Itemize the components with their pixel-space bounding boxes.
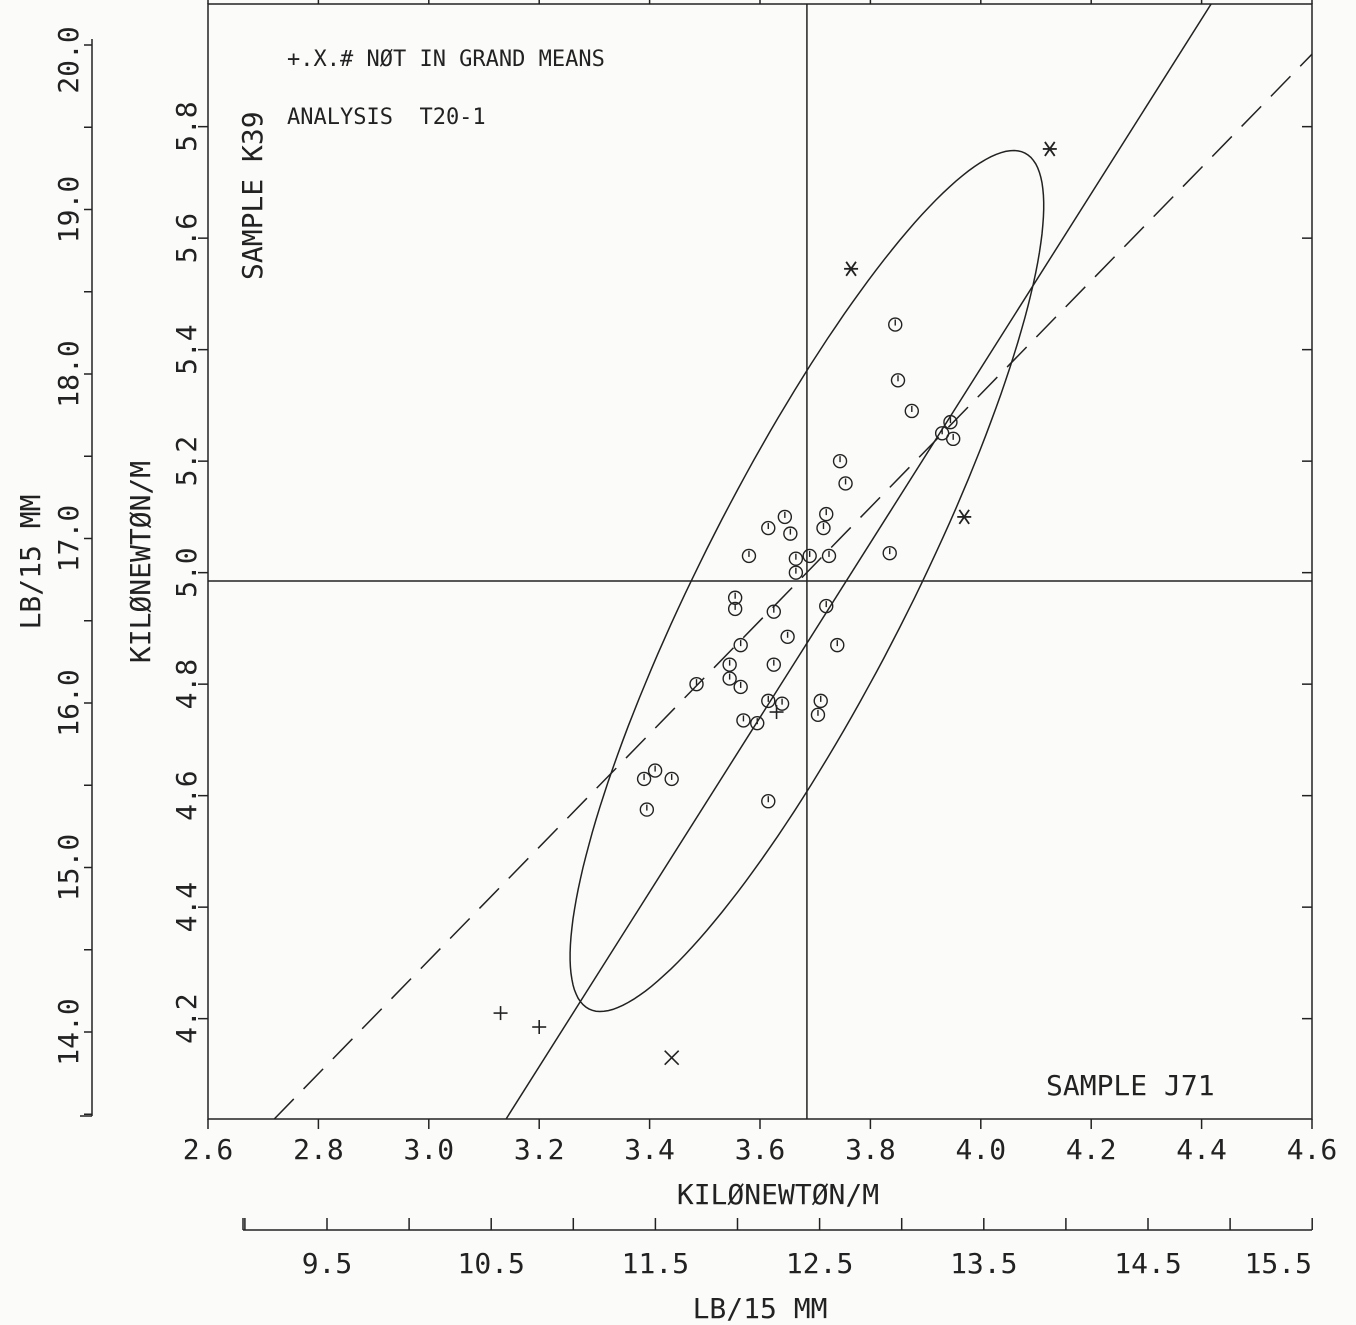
excluded-star-marker: [844, 262, 858, 276]
excluded-star-marker: [1043, 142, 1057, 156]
analysis-label: ANALYSIS T20-1: [287, 105, 486, 130]
x2-tick-label: 14.5: [1114, 1247, 1181, 1280]
y-tick-label: 4.2: [170, 993, 203, 1044]
point-marker: [776, 697, 789, 710]
x-tick-label: 2.8: [293, 1133, 344, 1166]
y2-axis-label: LB/15 MM: [14, 495, 47, 630]
sample-x-label: SAMPLE J71: [1046, 1069, 1215, 1102]
y2-tick-label: 19.0: [52, 176, 85, 243]
excluded-x-marker: [665, 1051, 679, 1065]
point-marker: [892, 374, 905, 387]
x-tick-label: 4.4: [1176, 1133, 1227, 1166]
point-marker: [839, 477, 852, 490]
y-tick-label: 4.6: [170, 770, 203, 821]
x2-tick-label: 13.5: [950, 1247, 1017, 1280]
point-marker: [831, 639, 844, 652]
x2-tick-label: 10.5: [457, 1247, 524, 1280]
y2-tick-label: 20.0: [52, 26, 85, 93]
sample-y-label: SAMPLE K39: [236, 111, 269, 280]
point-marker: [751, 717, 764, 730]
y-axis-ticks: 4.2 4.4 4.6 4.8 5.0 5.2 5.4 5.6 5.8: [170, 101, 1312, 1044]
point-marker: [789, 552, 802, 565]
point-marker: [734, 680, 747, 693]
x2-tick-label: 11.5: [622, 1247, 689, 1280]
point-marker: [762, 795, 775, 808]
x-tick-label: 3.4: [624, 1133, 675, 1166]
mean-lines: [208, 4, 1312, 1119]
y-axis-label: KILØNEWTØN/M: [124, 461, 157, 663]
y-tick-label: 5.8: [170, 101, 203, 152]
point-marker: [820, 508, 833, 521]
x2-axis-label: LB/15 MM: [693, 1292, 828, 1325]
x-tick-label: 3.8: [845, 1133, 896, 1166]
solid-line: [506, 0, 1218, 1119]
point-marker: [640, 803, 653, 816]
point-marker: [762, 522, 775, 535]
point-marker: [784, 527, 797, 540]
y2-tick-label: 18.0: [52, 340, 85, 407]
point-marker: [723, 658, 736, 671]
x2-tick-label: 9.5: [302, 1247, 353, 1280]
point-marker: [889, 318, 902, 331]
point-marker: [690, 678, 703, 691]
point-marker: [823, 549, 836, 562]
excluded-plus-marker: [532, 1020, 546, 1034]
y-tick-label: 5.6: [170, 213, 203, 264]
y2-tick-label: 16.0: [52, 669, 85, 736]
x-tick-label: 4.6: [1287, 1133, 1338, 1166]
x-tick-label: 4.0: [956, 1133, 1007, 1166]
x-tick-label: 2.6: [183, 1133, 234, 1166]
plot-frame: [208, 4, 1312, 1119]
point-marker: [905, 404, 918, 417]
point-marker: [767, 658, 780, 671]
legend-note: +.X.# NØT IN GRAND MEANS: [287, 47, 605, 72]
point-marker: [803, 549, 816, 562]
y-tick-label: 4.8: [170, 659, 203, 710]
point-marker: [649, 764, 662, 777]
y2-tick-label: 15.0: [52, 834, 85, 901]
point-marker: [814, 694, 827, 707]
point-marker: [883, 547, 896, 560]
point-marker: [834, 455, 847, 468]
excluded-star-marker: [957, 510, 971, 524]
point-marker: [737, 714, 750, 727]
point-marker: [723, 672, 736, 685]
x-tick-label: 3.2: [514, 1133, 565, 1166]
x-tick-label: 3.0: [404, 1133, 455, 1166]
point-marker: [665, 772, 678, 785]
point-marker: [742, 549, 755, 562]
data-points: [494, 142, 1057, 1065]
point-marker: [811, 708, 824, 721]
y-tick-label: 5.0: [170, 547, 203, 598]
x-tick-label: 4.2: [1066, 1133, 1117, 1166]
y-tick-label: 5.2: [170, 436, 203, 487]
y2-tick-label: 17.0: [52, 505, 85, 572]
point-marker: [778, 510, 791, 523]
x2-axis-ticks: 9.5 10.5 11.5 12.5 13.5 14.5 15.5: [243, 1218, 1312, 1280]
x-axis-ticks: 2.6 2.8 3.0 3.2 3.4 3.6 3.8 4.0 4.2 4.4 4.6: [183, 0, 1338, 1166]
y-tick-label: 5.4: [170, 324, 203, 375]
x-axis-label: KILØNEWTØN/M: [677, 1178, 879, 1211]
point-marker: [817, 522, 830, 535]
x2-tick-label: 15.5: [1245, 1247, 1312, 1280]
point-marker: [734, 639, 747, 652]
y-tick-label: 4.4: [170, 882, 203, 933]
point-marker: [781, 630, 794, 643]
point-marker: [947, 432, 960, 445]
x2-tick-label: 12.5: [786, 1247, 853, 1280]
point-marker: [767, 605, 780, 618]
point-marker: [638, 772, 651, 785]
y2-axis-ticks: 14.0 15.0 16.0 17.0 18.0 19.0 20.0: [52, 26, 92, 1116]
excluded-plus-marker: [494, 1006, 508, 1020]
x-tick-label: 3.6: [735, 1133, 786, 1166]
fit-lines: [274, 0, 1312, 1119]
point-marker: [789, 566, 802, 579]
y2-tick-label: 14.0: [52, 998, 85, 1065]
dashed-line: [274, 54, 1312, 1119]
